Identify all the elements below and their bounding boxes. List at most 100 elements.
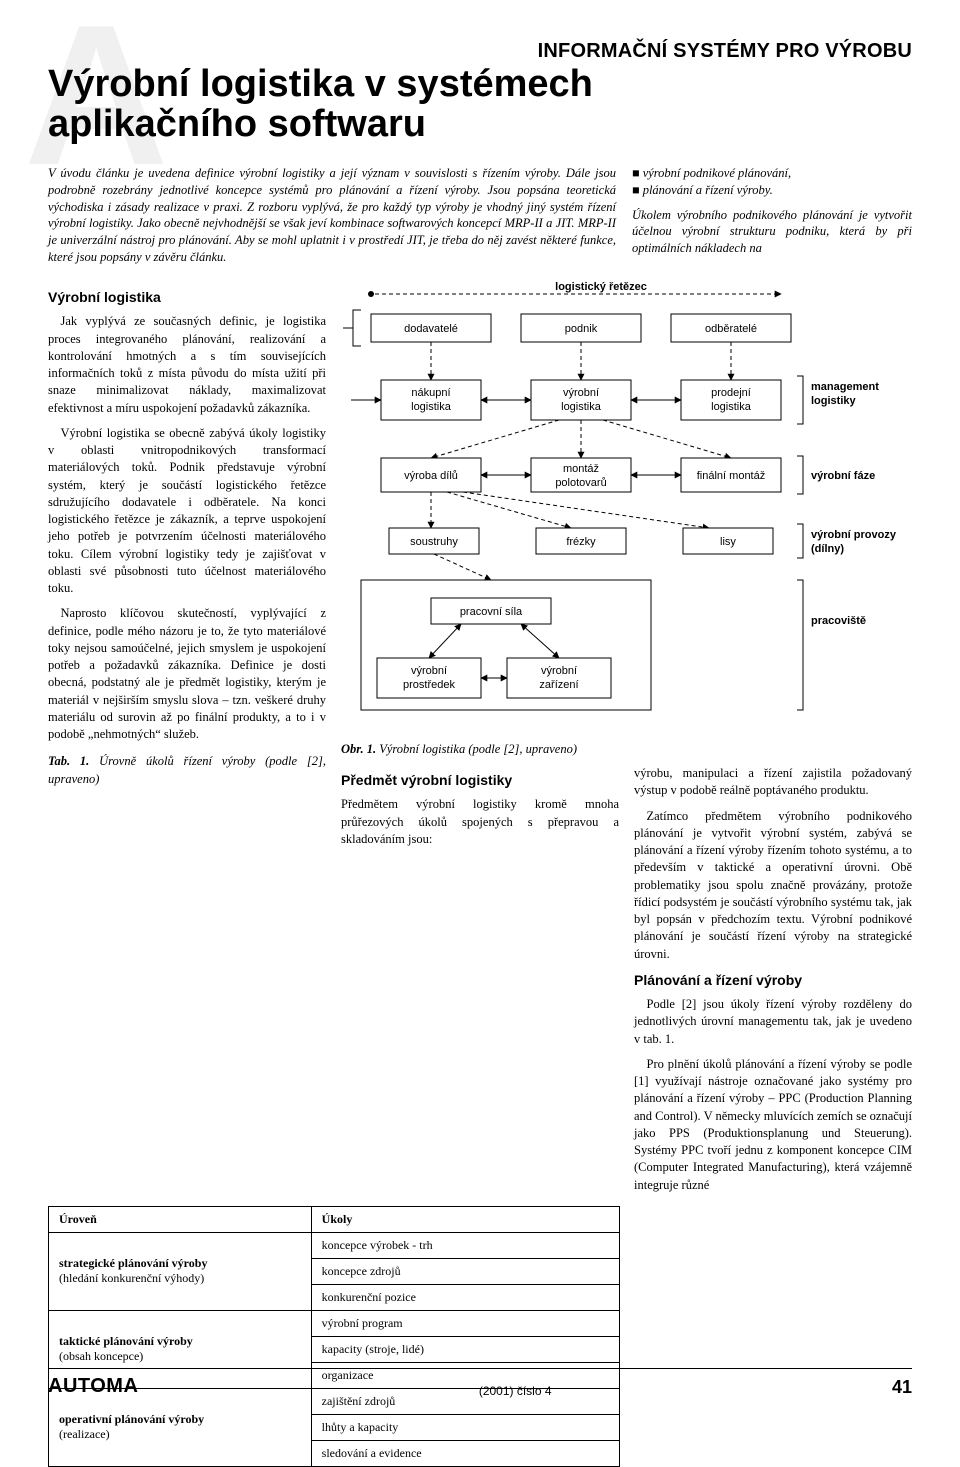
lbl-zarizeni-1: výrobní bbox=[541, 665, 577, 677]
conn-2a bbox=[431, 420, 559, 458]
cell-task: sledování a evidence bbox=[311, 1440, 619, 1466]
cell-level-0: strategické plánování výroby (hledání ko… bbox=[49, 1232, 312, 1310]
box-prodejni bbox=[681, 380, 781, 420]
diagram-svg: logistický řetězec dodavatelé podnik odb… bbox=[341, 280, 912, 740]
table-wrap: Úroveň Úkoly strategické plánování výrob… bbox=[48, 1206, 620, 1467]
lbl-prostredek-2: prostředek bbox=[403, 679, 455, 691]
bracket-r3 bbox=[797, 456, 803, 494]
box-zarizeni bbox=[507, 658, 611, 698]
abstract-right: výrobní podnikové plánování, plánování a… bbox=[632, 165, 912, 266]
side-management-1: management bbox=[811, 381, 879, 393]
level-1-name: taktické plánování výroby bbox=[59, 1334, 193, 1348]
r2-p4: Pro plnění úkolů plánování a řízení výro… bbox=[634, 1056, 912, 1194]
lbl-vyrobni-1: výrobní bbox=[563, 387, 599, 399]
th-uroven: Úroveň bbox=[49, 1206, 312, 1232]
lbl-podnik: podnik bbox=[565, 323, 598, 335]
bracket-r5 bbox=[797, 580, 803, 710]
bracket-r4 bbox=[797, 524, 803, 558]
header-block: A INFORMAČNÍ SYSTÉMY PRO VÝROBU Výrobní … bbox=[48, 40, 912, 145]
level-0-sub: (hledání konkurenční výhody) bbox=[59, 1271, 301, 1286]
abstract-right-para: Úkolem výrobního podnikového plánování j… bbox=[632, 208, 912, 256]
conn-3b bbox=[447, 492, 571, 528]
lbl-prostredek-1: výrobní bbox=[411, 665, 447, 677]
side-management-2: logistiky bbox=[811, 395, 857, 407]
lbl-dilu: výroba dílů bbox=[404, 470, 458, 482]
column-2-lower: Předmět výrobní logistiky Předmětem výro… bbox=[341, 765, 619, 1202]
figure-caption: Obr. 1. Výrobní logistika (podle [2], up… bbox=[341, 742, 912, 757]
section-label: INFORMAČNÍ SYSTÉMY PRO VÝROBU bbox=[48, 40, 912, 63]
box-vyrobni bbox=[531, 380, 631, 420]
side-provozy-2: (dílny) bbox=[811, 543, 844, 555]
cell-task: výrobní program bbox=[311, 1310, 619, 1336]
chain-label: logistický řetězec bbox=[555, 281, 647, 293]
conn-2c bbox=[603, 420, 731, 458]
fig-strong: Obr. 1. bbox=[341, 742, 376, 756]
side-provozy-1: výrobní provozy bbox=[811, 529, 897, 541]
lbl-prodejni-2: logistika bbox=[711, 401, 752, 413]
r2-p3: Podle [2] jsou úkoly řízení výroby rozdě… bbox=[634, 996, 912, 1048]
lbl-montaz-1: montáž bbox=[563, 463, 599, 475]
title-line-2: aplikačního softwaru bbox=[48, 103, 426, 145]
level-2-name: operativní plánování výroby bbox=[59, 1412, 204, 1426]
figure-1: logistický řetězec dodavatelé podnik odb… bbox=[341, 280, 912, 1202]
bullet-item: plánování a řízení výroby. bbox=[632, 182, 912, 199]
lbl-nakupni-1: nákupní bbox=[411, 387, 450, 399]
h-planovani: Plánování a řízení výroby bbox=[634, 971, 912, 990]
level-1-sub: (obsah koncepce) bbox=[59, 1349, 301, 1364]
footer-issue: (2001) číslo 4 bbox=[479, 1384, 552, 1398]
r2-p2: Zatímco předmětem výrobního podnikového … bbox=[634, 808, 912, 963]
bracket-r2 bbox=[797, 376, 803, 424]
lbl-dodavatele: dodavatelé bbox=[404, 323, 458, 335]
lbl-montaz-2: polotovarů bbox=[555, 477, 606, 489]
levels-table: Úroveň Úkoly strategické plánování výrob… bbox=[48, 1206, 620, 1467]
lbl-final: finální montáž bbox=[697, 470, 765, 482]
column-3-lower: výrobu, manipulaci a řízení zajistila po… bbox=[634, 765, 912, 1202]
cell-task: koncepce zdrojů bbox=[311, 1258, 619, 1284]
h-vyrobni-logistika: Výrobní logistika bbox=[48, 288, 326, 307]
chain-dot-icon bbox=[368, 291, 374, 297]
mid-p: Předmětem výrobní logistiky kromě mnoha … bbox=[341, 796, 619, 848]
conn-3c bbox=[463, 492, 709, 528]
title-line-1: Výrobní logistika v systémech bbox=[48, 63, 593, 105]
bullet-item: výrobní podnikové plánování, bbox=[632, 165, 912, 182]
level-2-sub: (realizace) bbox=[59, 1427, 301, 1442]
table-header-row: Úroveň Úkoly bbox=[49, 1206, 620, 1232]
below-diagram-cols: Předmět výrobní logistiky Předmětem výro… bbox=[341, 765, 912, 1202]
table-row: strategické plánování výroby (hledání ko… bbox=[49, 1232, 620, 1258]
cell-task: koncepce výrobek - trh bbox=[311, 1232, 619, 1258]
lbl-nakupni-2: logistika bbox=[411, 401, 452, 413]
column-1: Výrobní logistika Jak vyplývá ze současn… bbox=[48, 280, 326, 1202]
lbl-prodejni-1: prodejní bbox=[711, 387, 751, 399]
article-title: Výrobní logistika v systémech aplikačníh… bbox=[48, 65, 912, 145]
lbl-pracovnisila: pracovní síla bbox=[460, 606, 523, 618]
bracket-1 bbox=[353, 310, 361, 346]
cell-task: lhůty a kapacity bbox=[311, 1414, 619, 1440]
abstract-grid: V úvodu článku je uvedena definice výrob… bbox=[48, 155, 912, 266]
col1-p1: Jak vyplývá ze současných definic, je lo… bbox=[48, 313, 326, 417]
box-prostredek bbox=[377, 658, 481, 698]
fig-rest: Výrobní logistika (podle [2], upraveno) bbox=[379, 742, 577, 756]
col1-p2: Výrobní logistika se obecně zabývá úkoly… bbox=[48, 425, 326, 598]
conn-4 bbox=[434, 554, 491, 580]
footer-brand: AUTOMA bbox=[48, 1375, 138, 1398]
side-pracoviste: pracoviště bbox=[811, 615, 866, 627]
cell-level-2: operativní plánování výroby (realizace) bbox=[49, 1388, 312, 1466]
col1-p3: Naprosto klíčovou skutečností, vyplývají… bbox=[48, 605, 326, 743]
level-0-name: strategické plánování výroby bbox=[59, 1256, 207, 1270]
tab-rest: Úrovně úkolů řízení výroby (podle [2], u… bbox=[48, 754, 326, 785]
side-faze: výrobní fáze bbox=[811, 470, 875, 482]
table-row: taktické plánování výroby (obsah koncepc… bbox=[49, 1310, 620, 1336]
th-ukoly: Úkoly bbox=[311, 1206, 619, 1232]
lbl-zarizeni-2: zařízení bbox=[539, 679, 578, 691]
h-predmet: Předmět výrobní logistiky bbox=[341, 771, 619, 790]
body-columns: Výrobní logistika Jak vyplývá ze současn… bbox=[48, 280, 912, 1202]
lbl-soustruhy: soustruhy bbox=[410, 536, 458, 548]
footer-page-number: 41 bbox=[892, 1377, 912, 1398]
lbl-vyrobni-2: logistika bbox=[561, 401, 602, 413]
cell-task: kapacity (stroje, lidé) bbox=[311, 1336, 619, 1362]
lbl-odberatele: odběratelé bbox=[705, 323, 757, 335]
r2-p1: výrobu, manipulaci a řízení zajistila po… bbox=[634, 765, 912, 800]
cell-task: konkurenční pozice bbox=[311, 1284, 619, 1310]
lbl-lisy: lisy bbox=[720, 536, 736, 548]
page-footer: AUTOMA (2001) číslo 4 41 bbox=[48, 1368, 912, 1398]
